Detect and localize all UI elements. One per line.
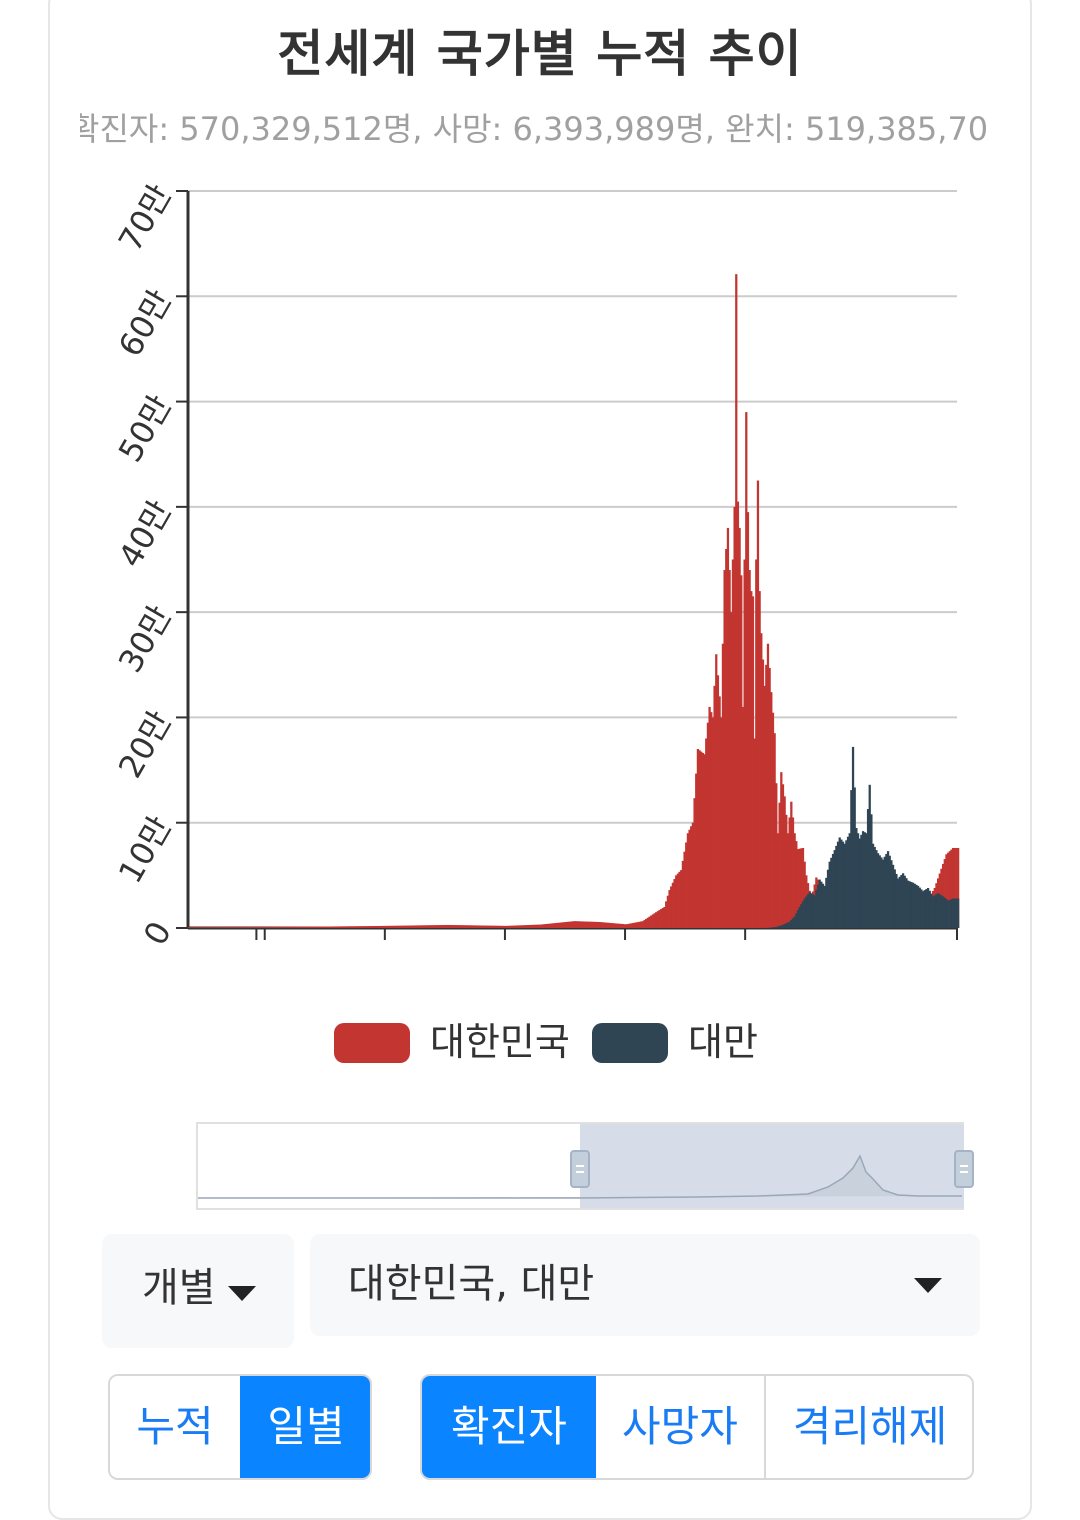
summary-text: 확진자: 570,329,512명, 사망: 6,393,989명, 완치: 5… [80,104,988,150]
x-tick-label: 1.10 [589,954,660,960]
x-tick-label: 8.19 [349,954,420,960]
confirmed-button[interactable]: 확진자 [422,1376,596,1478]
chart-title: 전세계 국가별 누적 추이 [0,14,1080,86]
cumulative-button[interactable]: 누적 [110,1376,240,1478]
summary-line: 확진자: 570,329,512명, 사망: 6,393,989명, 완치: 5… [80,104,1000,154]
chevron-down-icon [914,1278,942,1293]
y-tick-label: 60만 [111,283,179,363]
range-handle-right[interactable] [954,1150,974,1188]
y-tick-label: 0 [136,915,179,952]
country-select-value: 대한민국, 대만 [348,1234,594,1334]
chevron-down-icon [228,1286,256,1301]
range-navigator[interactable] [196,1122,964,1210]
recovered-button[interactable]: 격리해제 [764,1376,974,1478]
view-toggle: 누적 일별 [108,1374,372,1480]
daily-cases-chart: 010만20만30만40만50만60만70만6.88.1910.301.103.… [0,170,1080,960]
y-tick-label: 30만 [111,599,179,679]
range-handle-left[interactable] [570,1150,590,1188]
deaths-button[interactable]: 사망자 [596,1376,764,1478]
metric-toggle: 확진자 사망자 격리해제 [420,1374,974,1480]
mode-select[interactable]: 개별 [102,1234,294,1348]
y-tick-label: 40만 [111,494,179,574]
x-tick-label: 10.30 [459,954,551,960]
bar [957,899,959,928]
legend-label-taiwan: 대만 [688,1018,758,1066]
legend-swatch-korea [334,1023,410,1063]
y-tick-label: 10만 [111,810,179,890]
daily-button[interactable]: 일별 [240,1376,372,1478]
x-tick-label: 6.3 [231,954,282,960]
country-select[interactable]: 대한민국, 대만 [310,1234,980,1336]
y-tick-label: 70만 [111,178,179,258]
legend-swatch-taiwan [592,1023,668,1063]
mode-select-value: 개별 [142,1234,216,1342]
legend-label-korea: 대한민국 [430,1018,570,1066]
x-tick-label: 3.23 [710,954,781,960]
series-korea [188,274,959,928]
y-tick-label: 50만 [111,389,179,469]
y-tick-label: 20만 [111,704,179,784]
